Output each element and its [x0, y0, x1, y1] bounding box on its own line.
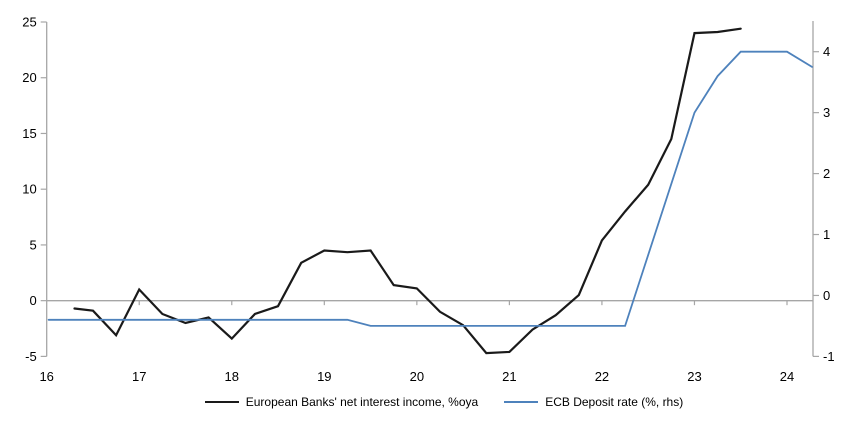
left-axis-tick-label: 10: [22, 182, 36, 197]
legend-label-net-interest-income: European Banks' net interest income, %oy…: [245, 395, 479, 409]
right-axis-tick-label: -1: [823, 349, 835, 364]
x-axis-tick-label: 21: [502, 369, 516, 384]
x-axis-tick-label: 22: [595, 369, 609, 384]
right-axis-tick-label: 3: [823, 105, 830, 120]
x-axis-tick-label: 24: [780, 369, 794, 384]
chart-legend: European Banks' net interest income, %oy…: [18, 393, 852, 411]
legend-item-ecb-deposit-rate: ECB Deposit rate (%, rhs): [504, 395, 683, 409]
left-axis-tick-label: 20: [22, 70, 36, 85]
right-axis-tick-label: 0: [823, 288, 830, 303]
legend-item-net-interest-income: European Banks' net interest income, %oy…: [204, 395, 479, 409]
x-axis-tick-label: 17: [132, 369, 146, 384]
x-axis-tick-label: 19: [317, 369, 331, 384]
black-line-swatch: [204, 401, 239, 403]
left-axis-tick-label: 25: [22, 15, 36, 30]
x-axis-tick-label: 23: [687, 369, 701, 384]
blue-line-swatch: [504, 401, 539, 403]
left-axis-tick-label: 5: [29, 237, 36, 252]
x-axis-tick-label: 20: [410, 369, 424, 384]
left-axis-tick-label: -5: [25, 349, 37, 364]
x-axis-tick-label: 16: [39, 369, 53, 384]
right-axis-tick-label: 2: [823, 166, 830, 181]
legend-label-ecb-deposit-rate: ECB Deposit rate (%, rhs): [545, 395, 684, 409]
series-line-0: [73, 27, 742, 355]
series-line-1: [47, 50, 813, 327]
left-axis-tick-label: 0: [29, 293, 36, 308]
x-axis-tick-label: 18: [225, 369, 239, 384]
left-axis-tick-label: 15: [22, 126, 36, 141]
right-axis-tick-label: 4: [823, 44, 830, 59]
right-axis-tick-label: 1: [823, 227, 830, 242]
